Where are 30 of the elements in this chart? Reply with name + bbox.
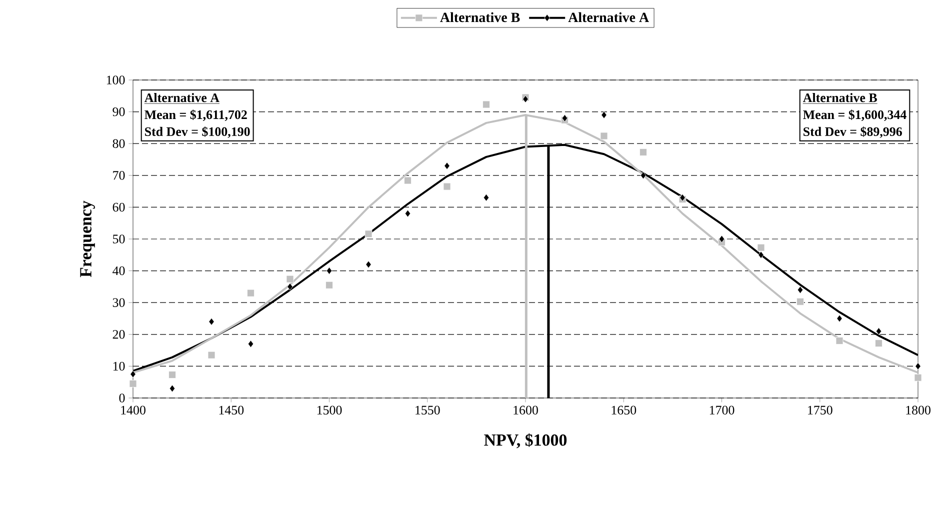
x-tick-label: 1600 [514, 406, 538, 415]
x-tick-label: 1500 [317, 406, 342, 415]
x-tick-label: 1800 [906, 406, 930, 415]
y-tick-label: 10 [113, 362, 125, 371]
annotation: Alternative A [144, 93, 220, 102]
x-axis-title: NPV, $1000 [484, 433, 567, 448]
legend-label: Alternative B [440, 12, 520, 22]
y-tick-label: 90 [112, 107, 125, 116]
y-tick-label: 30 [112, 298, 125, 307]
y-tick-label: 20 [112, 330, 125, 339]
x-tick-label: 1400 [121, 406, 146, 415]
y-tick-label: 80 [112, 139, 125, 148]
annotation: Mean = $1,600,344 [803, 110, 906, 121]
y-tick-label: 70 [113, 171, 125, 180]
legend-label: Alternative A [568, 12, 649, 22]
x-tick-label: 1750 [808, 406, 832, 415]
annotation: Std Dev = $89,996 [804, 126, 902, 138]
x-tick-label: 1700 [710, 406, 734, 415]
annotation: Alternative B [802, 93, 877, 102]
y-tick-label: 50 [113, 234, 125, 244]
y-tick-label: 60 [112, 202, 125, 212]
annotation: Std Dev = $100,190 [145, 126, 250, 138]
y-axis-title: Frequency [80, 200, 95, 278]
annotation: Mean = $1,611,702 [144, 110, 247, 121]
x-tick-label: 1450 [219, 406, 244, 415]
x-tick-label: 1550 [416, 406, 440, 415]
y-tick-label: 100 [106, 76, 125, 84]
x-tick-label: 1650 [612, 406, 636, 415]
y-tick-label: 40 [112, 266, 125, 276]
y-tick-label: 0 [119, 394, 125, 402]
